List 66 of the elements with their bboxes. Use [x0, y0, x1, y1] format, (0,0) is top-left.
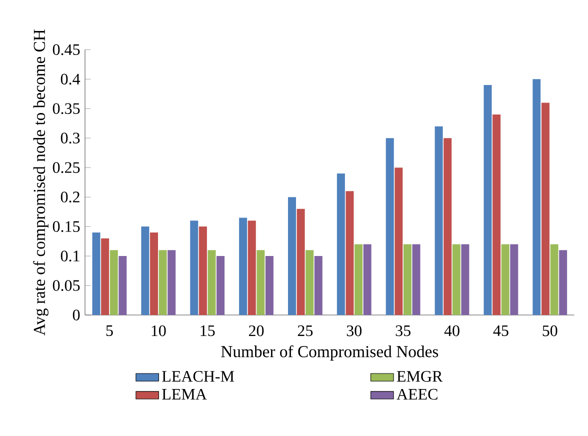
bar: [118, 256, 127, 315]
bar: [92, 232, 100, 315]
bar: [296, 208, 305, 315]
bar: [239, 218, 248, 315]
bar: [541, 102, 550, 315]
bar: [444, 138, 452, 315]
y-tick-label: 0.05: [52, 280, 80, 291]
bar: [216, 256, 225, 315]
bar: [386, 138, 394, 315]
y-tick-label: 0.35: [52, 103, 80, 114]
bar: [265, 256, 274, 315]
bar: [403, 244, 412, 315]
bar: [190, 220, 198, 315]
y-tick-label: 0.45: [52, 44, 80, 56]
bar: [150, 232, 158, 315]
legend-label: LEACH-M: [162, 371, 234, 382]
x-tick-label: 50: [542, 325, 558, 336]
bar: [532, 79, 541, 315]
x-tick-label: 20: [248, 325, 264, 336]
x-tick-label: 5: [106, 325, 113, 336]
bar: [306, 250, 314, 315]
x-tick-label: 15: [200, 325, 215, 336]
x-tick-label: 30: [346, 325, 362, 336]
bar: [110, 250, 118, 315]
bar: [363, 244, 372, 315]
y-tick-label: 0.25: [52, 162, 80, 174]
bar: [434, 126, 443, 315]
x-tick-label: 40: [444, 325, 460, 336]
legend-label: EMGR: [396, 371, 443, 382]
bar: [394, 168, 403, 315]
bar: [559, 250, 568, 315]
bar: [412, 244, 420, 315]
bar: [141, 226, 150, 315]
bar: [198, 226, 207, 315]
bar: [248, 220, 256, 315]
y-tick-label: 0.15: [52, 221, 80, 232]
bar: [168, 250, 176, 315]
bar: [101, 238, 110, 315]
bar: [484, 85, 492, 315]
y-tick-label: 0.1: [60, 250, 80, 262]
bar: [158, 250, 167, 315]
x-axis-title: Number of Compromised Nodes: [221, 345, 438, 361]
y-tick-label: 0: [72, 310, 80, 320]
x-tick-label: 10: [152, 325, 166, 336]
bar: [492, 114, 501, 315]
bar: [501, 244, 510, 315]
y-tick-label: 0.3: [60, 132, 80, 144]
bar: [354, 244, 363, 315]
bar: [346, 191, 354, 315]
y-axis-title: Avg rate of compromised node to become CH: [33, 30, 48, 336]
legend-label: LEMA: [162, 388, 207, 400]
bar: [550, 244, 558, 315]
x-tick-label: 25: [298, 325, 313, 336]
bar: [288, 197, 296, 315]
x-tick-label: 35: [396, 325, 410, 336]
bar: [452, 244, 460, 315]
bar: [256, 250, 265, 315]
bar: [336, 173, 345, 315]
x-tick-label: 45: [493, 325, 508, 336]
y-tick-label: 0.4: [60, 74, 80, 85]
bar: [314, 256, 322, 315]
y-tick-label: 0.2: [60, 192, 80, 203]
bar: [208, 250, 216, 315]
legend-label: AEEC: [396, 388, 438, 400]
bar: [510, 244, 518, 315]
bar: [461, 244, 470, 315]
